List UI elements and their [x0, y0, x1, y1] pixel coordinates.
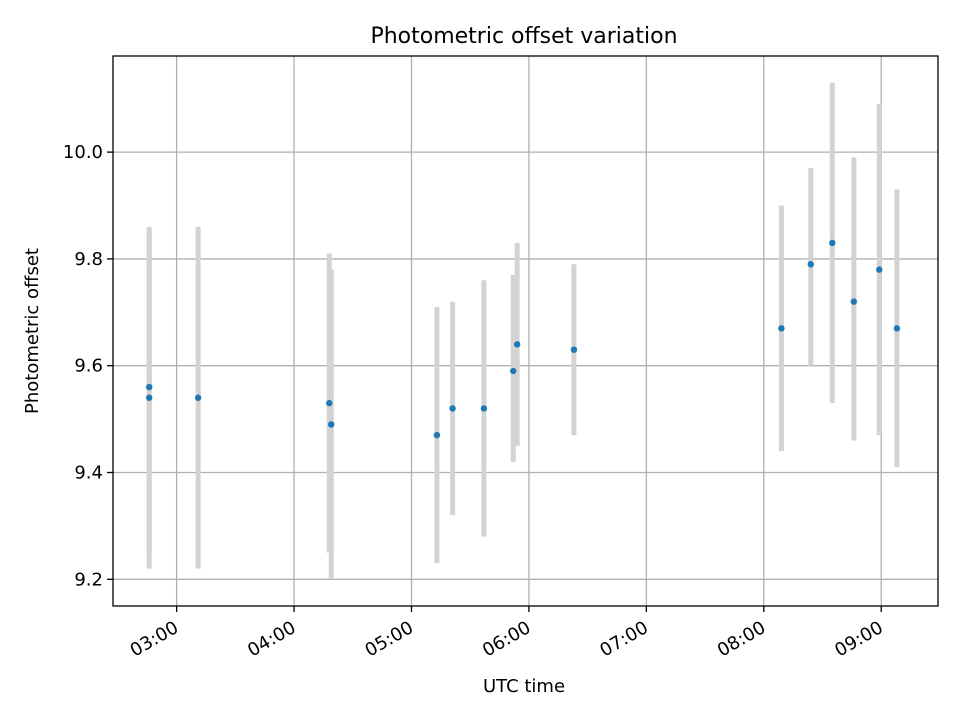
data-point — [194, 394, 202, 401]
chart-title: Photometric offset variation — [370, 24, 677, 49]
y-tick-label: 10.0 — [63, 142, 103, 163]
data-point — [146, 394, 153, 401]
data-point — [513, 341, 521, 348]
data-point — [829, 239, 836, 247]
data-point — [480, 405, 488, 412]
data-point — [778, 325, 785, 332]
point-layer — [146, 239, 901, 439]
data-point — [570, 346, 578, 353]
x-axis-label: UTC time — [483, 676, 565, 697]
data-point — [876, 266, 883, 273]
y-tick-label: 9.8 — [74, 249, 103, 270]
data-point — [328, 421, 335, 428]
data-point — [449, 405, 456, 412]
data-point — [893, 325, 901, 332]
plot-area-frame — [112, 55, 939, 607]
grid-layer — [113, 56, 938, 606]
y-tick-label: 9.4 — [74, 463, 103, 484]
data-point — [326, 399, 333, 407]
data-point — [510, 367, 517, 375]
data-point — [146, 383, 153, 391]
data-point — [433, 431, 441, 439]
data-point — [850, 298, 858, 305]
y-axis-label: Photometric offset — [22, 248, 43, 414]
data-point — [807, 261, 814, 268]
y-tick-label: 9.2 — [74, 569, 103, 590]
y-tick-label: 9.6 — [74, 356, 103, 377]
